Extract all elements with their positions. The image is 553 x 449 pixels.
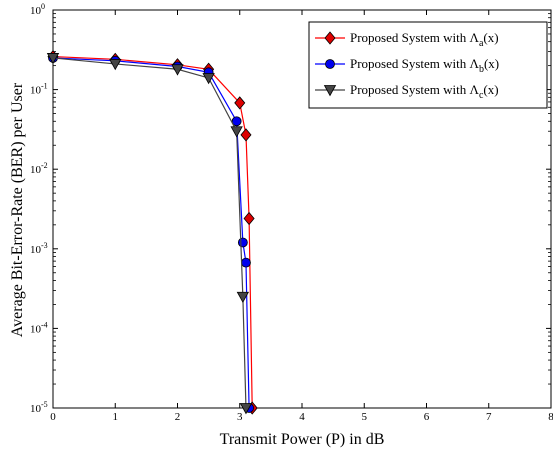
y-axis-label: Average Bit-Error-Rate (BER) per User — [9, 82, 26, 337]
y-tick-label: 10-1 — [30, 82, 48, 97]
y-tick-label: 10-3 — [30, 241, 48, 256]
x-axis-ticks: 0 1 2 3 4 5 6 7 8 — [50, 10, 553, 423]
x-tick-label: 5 — [362, 411, 368, 423]
data-point — [239, 403, 253, 415]
data-point — [241, 257, 251, 268]
legend-entry-label: Proposed System with Λb(x) — [350, 56, 499, 75]
x-tick-label: 2 — [175, 411, 181, 423]
legend-entry-label: Proposed System with Λc(x) — [350, 82, 499, 101]
y-tick-label: 100 — [30, 2, 45, 17]
data-point — [240, 128, 252, 142]
series-line — [52, 55, 253, 409]
data-point — [109, 59, 122, 71]
series-c — [46, 53, 253, 415]
data-point — [237, 237, 248, 248]
data-point — [231, 116, 242, 127]
y-tick-label: 10-5 — [30, 400, 48, 415]
data-point — [234, 96, 246, 110]
data-point — [236, 291, 250, 304]
legend-marker — [325, 59, 335, 69]
data-point — [202, 73, 215, 85]
y-tick-label: 10-4 — [30, 320, 48, 335]
legend-marker — [323, 85, 337, 97]
legend: Proposed System with Λa(x) Proposed Syste… — [308, 21, 548, 109]
x-tick-label: 1 — [113, 411, 119, 423]
x-axis-label: Transmit Power (P) in dB — [220, 431, 385, 448]
x-tick-label: 8 — [548, 411, 553, 423]
series-layer — [46, 49, 258, 415]
y-tick-label: 10-2 — [30, 161, 48, 176]
data-point — [243, 211, 255, 226]
x-tick-label: 0 — [50, 411, 56, 423]
legend-box — [308, 21, 548, 109]
x-tick-label: 6 — [424, 411, 430, 423]
x-tick-label: 3 — [237, 411, 243, 423]
legend-marker — [324, 31, 336, 45]
legend-entry-label: Proposed System with Λa(x) — [350, 30, 499, 49]
x-tick-label: 7 — [486, 411, 492, 423]
x-tick-label: 4 — [299, 411, 305, 423]
data-point — [171, 64, 184, 76]
y-axis-ticks: 100 10-1 10-2 10-3 10-4 10-5 — [30, 2, 551, 415]
data-point — [46, 53, 60, 65]
data-point — [230, 126, 243, 138]
